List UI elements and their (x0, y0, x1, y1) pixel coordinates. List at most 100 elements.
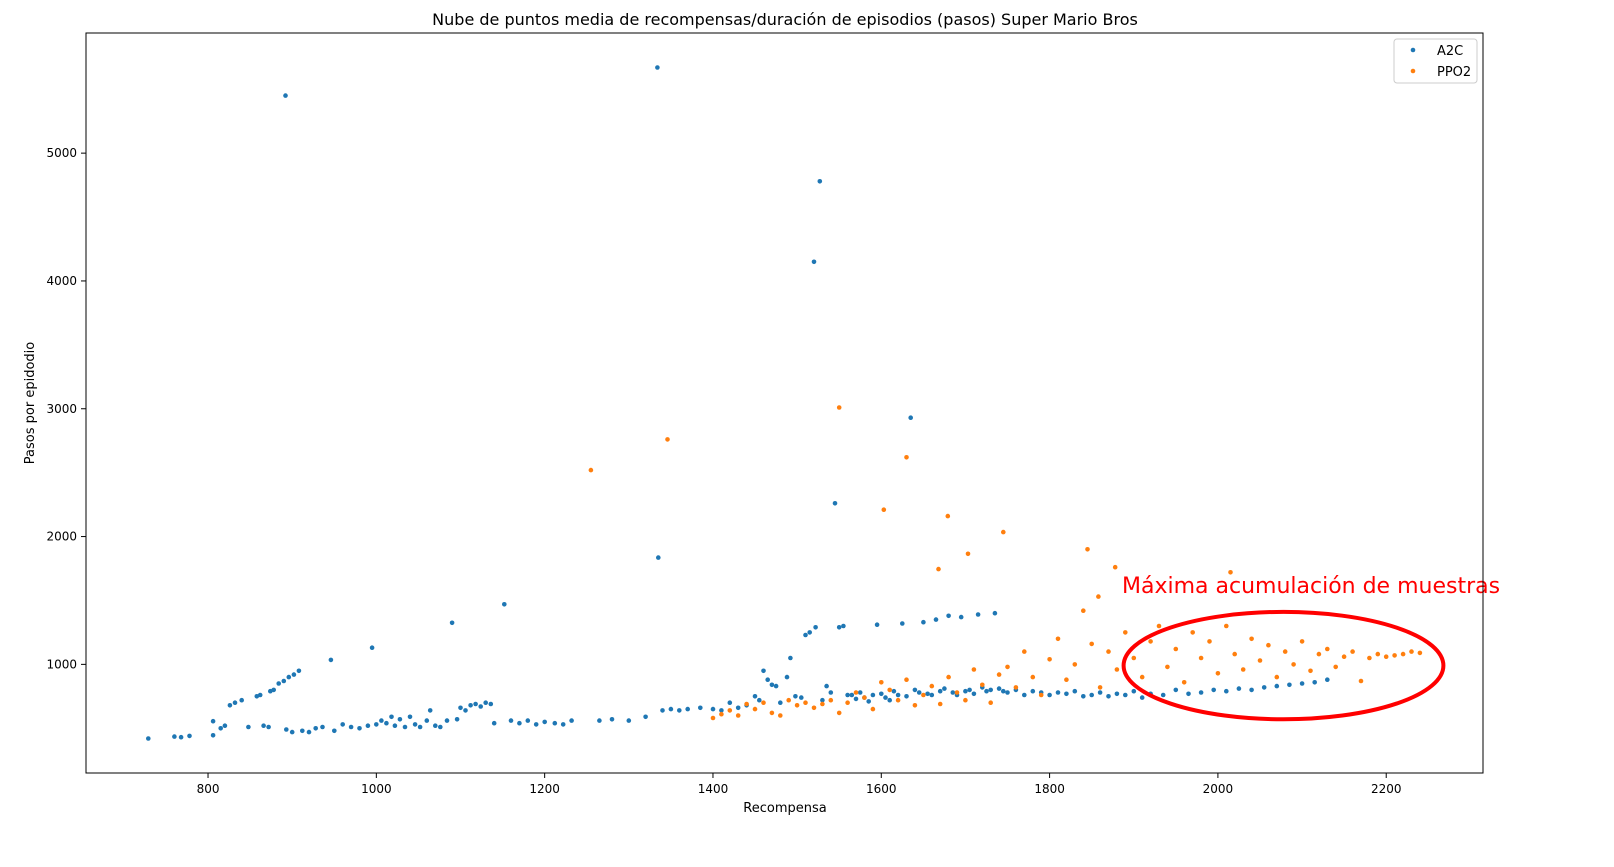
data-point-a2c (971, 691, 977, 697)
data-point-ppo2 (828, 697, 834, 703)
data-point-a2c (283, 93, 288, 98)
data-point-ppo2 (1064, 677, 1069, 682)
data-point-a2c (348, 724, 354, 730)
data-point-a2c (257, 692, 263, 698)
data-point-a2c (491, 720, 497, 726)
data-point-a2c (458, 705, 463, 711)
y-axis-label: Pasos por epidodio (23, 342, 38, 464)
data-point-a2c (1089, 692, 1094, 698)
data-point-a2c (769, 682, 775, 688)
x-tick-label: 1600 (866, 782, 897, 796)
annotation-ellipse (1121, 609, 1446, 722)
data-point-a2c (866, 699, 871, 704)
data-point-ppo2 (1291, 662, 1296, 667)
data-point-a2c (761, 668, 766, 674)
data-point-a2c (187, 733, 192, 739)
data-point-a2c (246, 724, 251, 730)
plot-area-frame (85, 32, 1484, 774)
data-point-a2c (560, 722, 566, 727)
data-point-a2c (478, 704, 484, 709)
data-point-a2c (655, 65, 660, 70)
data-point-ppo2 (1392, 653, 1397, 658)
data-point-ppo2 (1215, 671, 1221, 676)
data-point-a2c (828, 690, 834, 695)
data-point-a2c (996, 686, 1002, 691)
data-point-a2c (793, 694, 798, 699)
data-point-a2c (1106, 694, 1111, 699)
data-point-a2c (300, 728, 305, 734)
data-point-a2c (849, 692, 855, 698)
data-point-ppo2 (1096, 594, 1101, 599)
y-tick-label: 2000 (46, 530, 77, 544)
data-point-a2c (778, 700, 783, 705)
data-point-a2c (328, 657, 334, 663)
data-point-a2c (1055, 690, 1061, 695)
data-point-a2c (773, 683, 779, 689)
x-tick-label: 1800 (1034, 782, 1065, 796)
data-point-a2c (807, 630, 812, 635)
data-point-ppo2 (1055, 636, 1061, 642)
data-point-a2c (374, 722, 379, 727)
data-point-ppo2 (921, 692, 926, 698)
data-point-a2c (1081, 694, 1086, 699)
y-tick-label: 5000 (46, 146, 77, 160)
data-point-ppo2 (1333, 664, 1338, 670)
data-point-a2c (397, 717, 403, 722)
data-point-a2c (172, 734, 177, 739)
data-point-a2c (266, 724, 271, 730)
data-point-ppo2 (895, 697, 901, 703)
data-point-a2c (870, 692, 876, 698)
data-point-ppo2 (1400, 651, 1406, 657)
data-point-a2c (306, 729, 312, 735)
data-point-ppo2 (710, 715, 716, 721)
data-point-a2c (1022, 692, 1027, 698)
data-point-ppo2 (786, 697, 791, 703)
data-point-a2c (1047, 692, 1052, 698)
data-point-ppo2 (954, 690, 960, 695)
data-point-ppo2 (1038, 692, 1044, 698)
data-point-a2c (921, 619, 926, 625)
x-tick-label: 800 (197, 782, 220, 796)
data-point-ppo2 (1375, 651, 1381, 657)
data-point-a2c (284, 727, 289, 732)
data-point-ppo2 (836, 405, 842, 410)
data-point-a2c (473, 701, 478, 707)
legend-label-ppo2: PPO2 (1437, 65, 1471, 80)
data-point-a2c (332, 728, 337, 734)
data-point-ppo2 (1072, 662, 1078, 667)
data-point-ppo2 (912, 703, 918, 708)
data-point-ppo2 (946, 674, 951, 680)
data-point-ppo2 (1190, 630, 1195, 635)
data-point-a2c (727, 700, 733, 705)
data-point-a2c (1224, 688, 1229, 694)
data-point-a2c (1114, 691, 1120, 697)
data-point-ppo2 (1089, 641, 1094, 647)
data-point-a2c (1173, 687, 1179, 693)
data-point-ppo2 (1148, 639, 1153, 644)
data-point-a2c (424, 718, 430, 723)
data-point-a2c (1274, 683, 1280, 689)
data-point-a2c (656, 555, 661, 560)
data-point-a2c (365, 723, 371, 728)
data-point-a2c (1064, 691, 1069, 697)
data-point-ppo2 (870, 706, 876, 712)
data-point-ppo2 (1097, 685, 1103, 690)
data-point-a2c (841, 623, 846, 629)
data-point-a2c (1249, 687, 1254, 693)
data-point-a2c (1139, 695, 1145, 700)
data-point-a2c (933, 617, 939, 622)
data-point-ppo2 (1249, 636, 1254, 642)
data-point-a2c (1072, 688, 1078, 694)
data-point-a2c (900, 621, 905, 626)
data-point-a2c (468, 703, 473, 708)
data-point-ppo2 (1224, 623, 1229, 629)
data-point-ppo2 (1240, 667, 1246, 672)
data-point-a2c (291, 672, 297, 677)
data-point-ppo2 (988, 700, 993, 705)
data-point-a2c (685, 706, 690, 712)
data-point-a2c (788, 655, 793, 661)
data-point-ppo2 (1350, 649, 1355, 654)
data-point-ppo2 (1181, 680, 1187, 685)
data-point-a2c (444, 718, 450, 723)
data-point-a2c (857, 690, 863, 695)
